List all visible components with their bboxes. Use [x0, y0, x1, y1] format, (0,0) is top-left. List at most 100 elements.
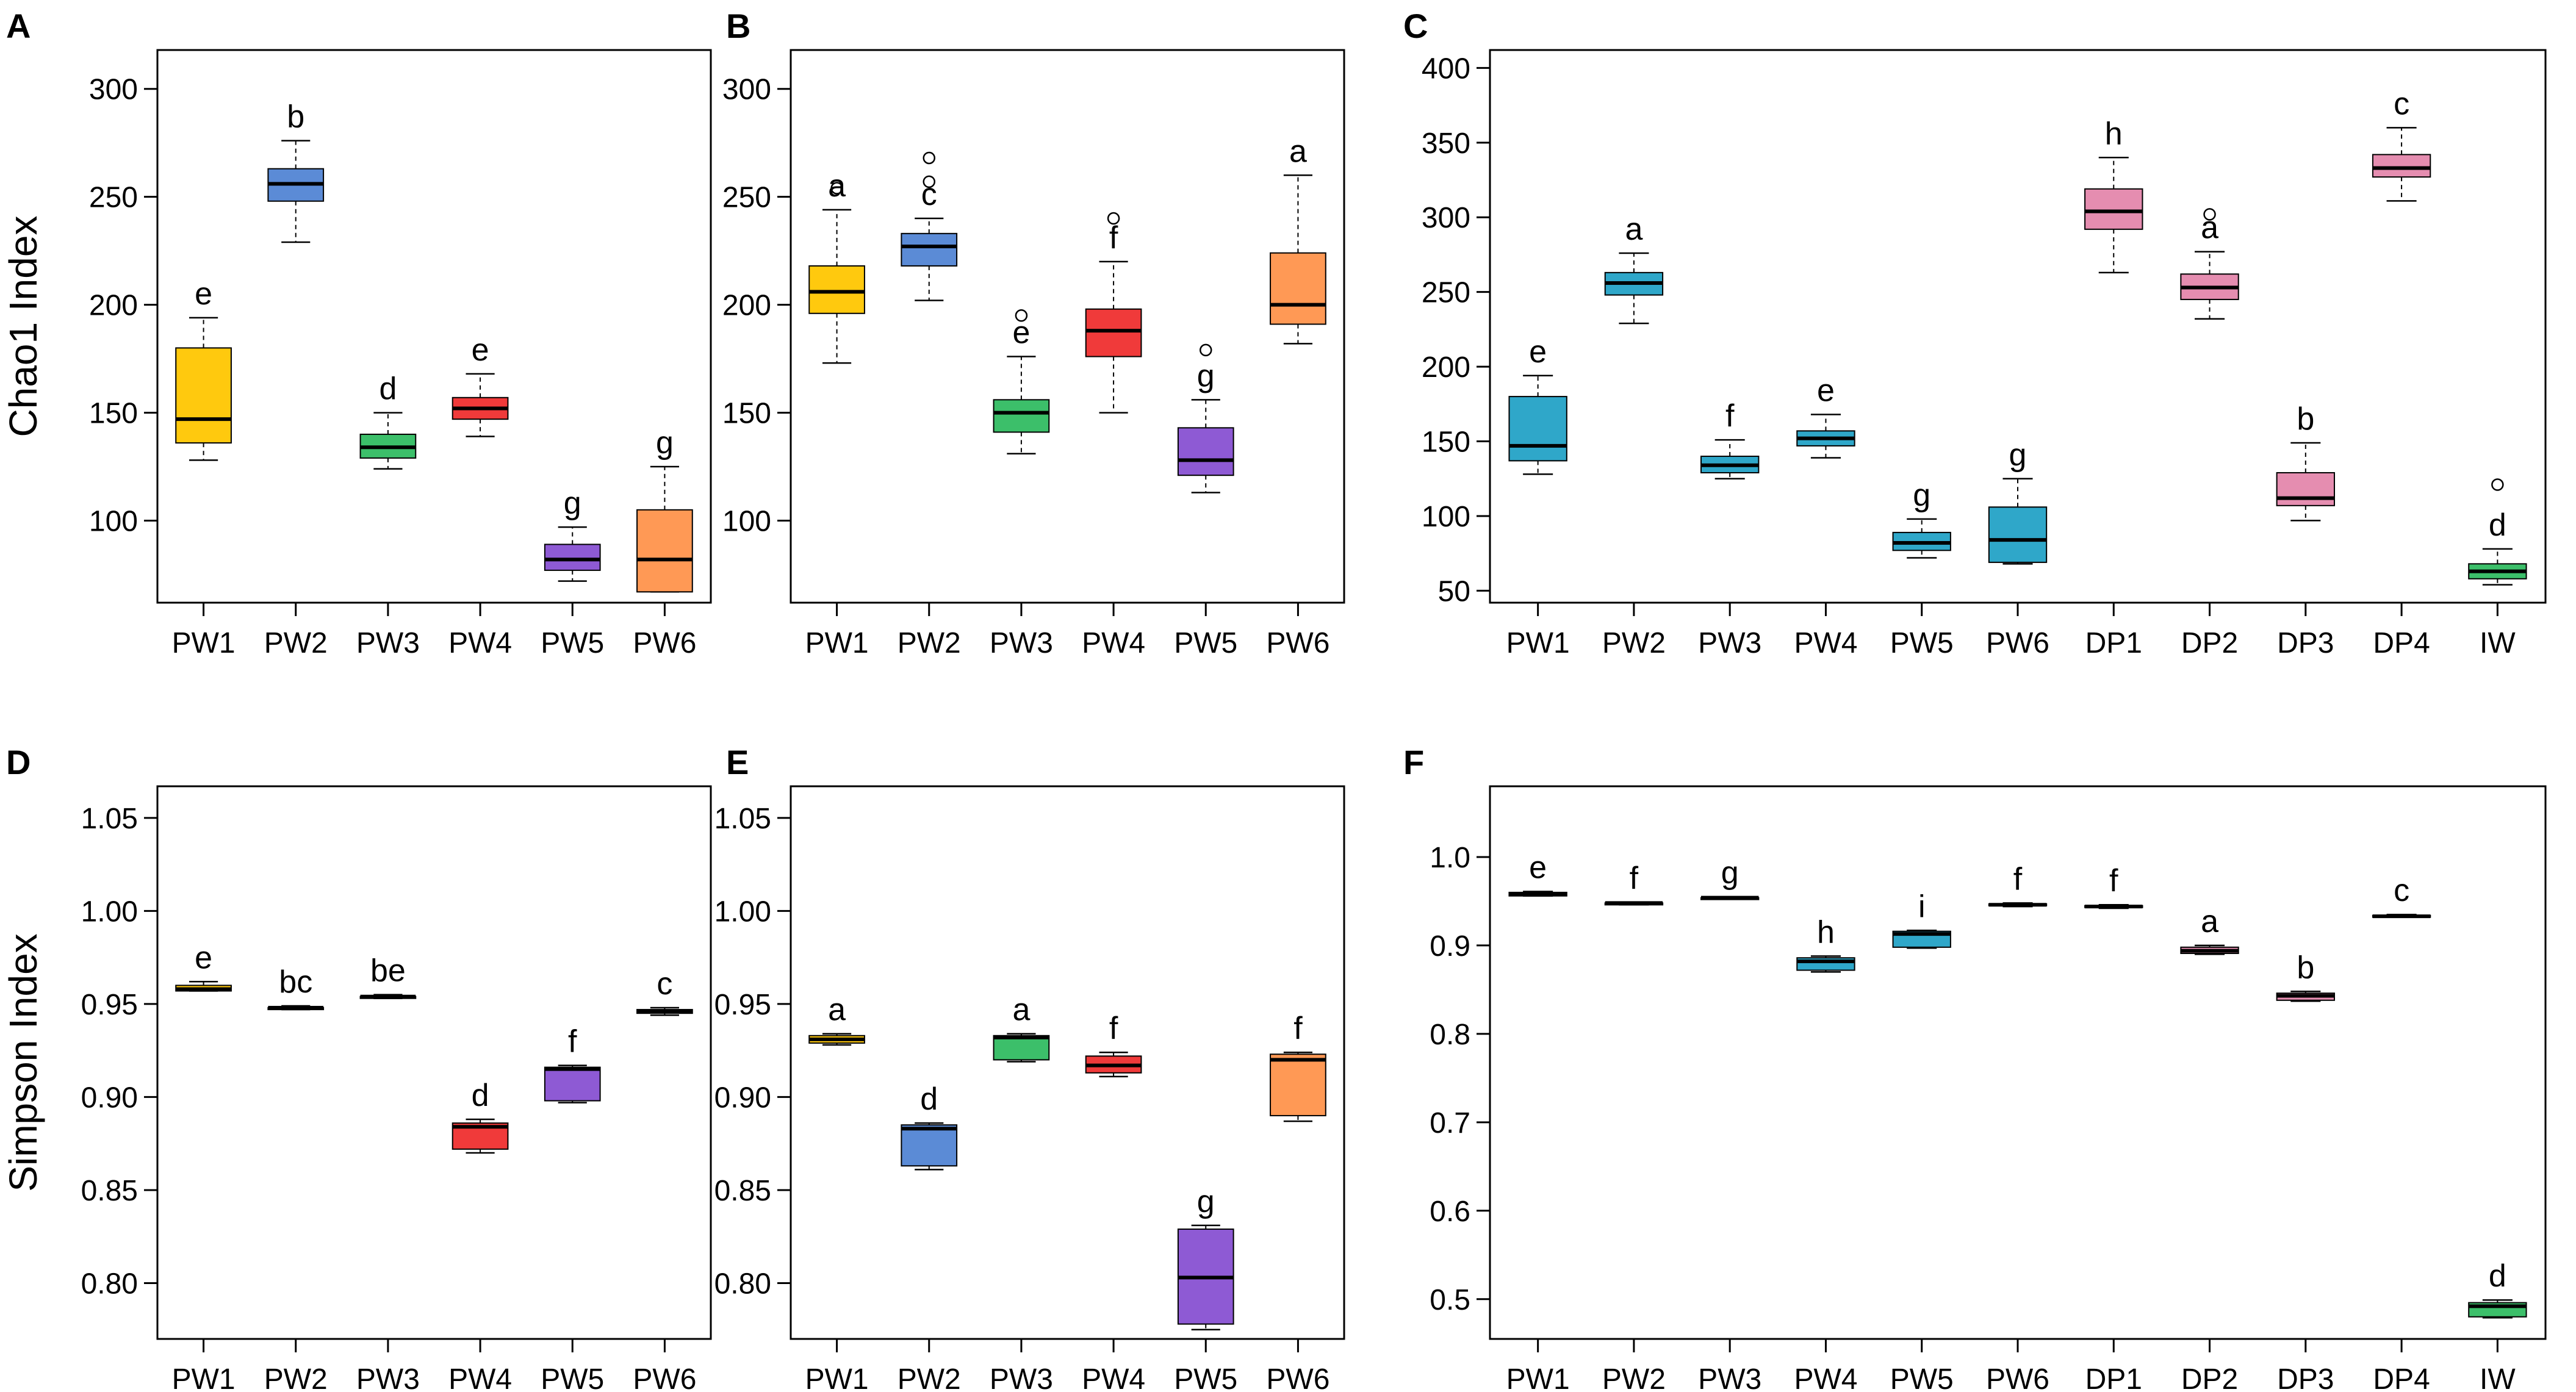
panel-c-y-tick-label: 150	[1422, 426, 1470, 459]
panel-f: F 0.5 0.6 0.7 0.8 0.9 1.0 PW1 e PW2 f PW3 g PW4 h PW5 i P…	[1403, 743, 2547, 1392]
panel-c-significance-letter-pw1: e	[1529, 334, 1547, 370]
panel-b-x-tick-label-pw5: PW5	[1174, 627, 1237, 659]
panel-d-significance-letter-pw4: d	[472, 1078, 489, 1113]
panel-e-y-tick-label: 1.05	[714, 803, 771, 835]
panel-b-outlier-pw2	[923, 151, 935, 165]
panel-e-box-pw2	[901, 1124, 958, 1167]
panel-c-y-tick-label: 300	[1422, 202, 1470, 234]
panel-c-y-tick-label: 50	[1438, 575, 1470, 608]
panel-a-y-axis-title: Chao1 Index	[1, 216, 45, 437]
panel-d-significance-letter-pw6: c	[657, 966, 672, 1002]
panel-b-outlier-pw5	[1200, 343, 1212, 357]
panel-b-significance-letter-pw5: g	[1197, 358, 1215, 393]
panel-c-outlier-iw	[2491, 478, 2504, 491]
panel-e-box-pw6	[1270, 1053, 1326, 1116]
panel-c-x-tick-label-iw: IW	[2480, 627, 2516, 659]
panel-e-box-pw3	[993, 1035, 1050, 1061]
panel-b-significance-letter-pw3: e	[1012, 315, 1030, 351]
panel-e-significance-letter-pw2: d	[920, 1082, 938, 1117]
panel-b-significance-letter-pw4: f	[1109, 220, 1118, 256]
panel-f-x-tick-label-pw6: PW6	[1986, 1363, 2049, 1392]
panel-c-box-dp3	[2276, 472, 2336, 506]
panel-c-x-tick-label-pw3: PW3	[1698, 627, 1761, 659]
panel-a-x-tick-label-pw6: PW6	[633, 627, 696, 659]
panel-a-significance-letter-pw1: e	[195, 276, 212, 312]
panel-a-y-tick-label: 200	[89, 290, 138, 322]
panel-f-y-tick-label: 1.0	[1430, 842, 1470, 874]
panel-d-y-tick-label: 1.05	[81, 803, 138, 835]
panel-b-y-tick-label: 100	[722, 506, 771, 538]
panel-c-box-pw6	[1988, 506, 2048, 563]
panel-f-x-tick-label-dp2: DP2	[2181, 1363, 2238, 1392]
panel-c-x-tick-label-pw6: PW6	[1986, 627, 2049, 659]
panel-a-box-pw5	[544, 544, 601, 571]
panel-b-outlier-pw2	[923, 175, 935, 188]
panel-e-y-tick-label: 0.85	[714, 1175, 771, 1207]
panel-f-significance-letter-dp3: b	[2297, 950, 2314, 985]
panel-c-x-tick-label-pw5: PW5	[1890, 627, 1954, 659]
panel-b-x-tick-label-pw6: PW6	[1266, 627, 1329, 659]
panel-a-plot-frame	[156, 49, 712, 604]
panel-c-significance-letter-pw4: e	[1817, 373, 1835, 408]
panel-a-y-tick-label: 100	[89, 506, 138, 538]
panel-e-significance-letter-pw4: f	[1109, 1011, 1118, 1046]
panel-b-x-tick-label-pw2: PW2	[898, 627, 961, 659]
panel-a-y-tick-label: 250	[89, 182, 138, 214]
panel-e-x-tick-label-pw4: PW4	[1082, 1363, 1145, 1392]
panel-e-x-tick-label-pw1: PW1	[805, 1363, 869, 1392]
panel-c-significance-letter-pw2: a	[1625, 212, 1642, 247]
panel-a-significance-letter-pw6: g	[656, 425, 674, 461]
panel-f-y-tick-label: 0.6	[1430, 1196, 1470, 1228]
panel-f-significance-letter-pw5: i	[1918, 889, 1926, 924]
panel-b-x-tick-label-pw4: PW4	[1082, 627, 1145, 659]
panel-e-plot-frame	[790, 785, 1345, 1340]
panel-d-significance-letter-pw5: f	[568, 1024, 577, 1060]
panel-e: E 0.80 0.85 0.90 0.95 1.00 1.05 PW1 a PW2 d PW3 a PW4…	[714, 743, 1345, 1392]
panel-e-y-tick-label: 1.00	[714, 895, 771, 928]
panel-e-x-tick-label-pw2: PW2	[898, 1363, 961, 1392]
panel-d-x-tick-label-pw6: PW6	[633, 1363, 696, 1392]
panel-d-y-tick-label: 0.85	[81, 1175, 138, 1207]
panel-b-y-tick-label: 150	[722, 398, 771, 430]
panel-b-significance-letter-pw1: a	[828, 168, 846, 204]
panel-b-x-tick-label-pw1: PW1	[805, 627, 869, 659]
panel-c-x-tick-label-dp3: DP3	[2277, 627, 2334, 659]
panel-c-x-tick-label-dp4: DP4	[2373, 627, 2430, 659]
panel-a-y-tick-label: 150	[89, 398, 138, 430]
panel-c-significance-letter-pw6: g	[2009, 437, 2027, 473]
panel-f-significance-letter-dp2: a	[2201, 904, 2218, 939]
panel-f-significance-letter-pw3: g	[1721, 855, 1739, 891]
panel-e-y-tick-label: 0.90	[714, 1082, 771, 1114]
panel-a-box-pw6	[636, 509, 693, 593]
panel-a-significance-letter-pw4: e	[472, 332, 489, 368]
panel-b-label: B	[726, 7, 750, 45]
panel-e-x-tick-label-pw5: PW5	[1174, 1363, 1237, 1392]
panel-c-y-tick-label: 400	[1422, 52, 1470, 85]
panel-f-x-tick-label-pw1: PW1	[1506, 1363, 1570, 1392]
panel-d-label: D	[6, 743, 31, 781]
panel-f-x-tick-label-iw: IW	[2480, 1363, 2516, 1392]
panel-c-significance-letter-dp1: h	[2105, 116, 2123, 151]
panel-e-x-tick-label-pw3: PW3	[990, 1363, 1053, 1392]
panel-e-significance-letter-pw5: g	[1197, 1184, 1215, 1219]
panel-f-significance-letter-iw: d	[2489, 1258, 2506, 1294]
panel-f-y-tick-label: 0.8	[1430, 1019, 1470, 1051]
panel-d-box-pw5	[544, 1066, 601, 1102]
panel-b-significance-letter-pw2: c	[921, 177, 937, 212]
panel-c-y-tick-label: 100	[1422, 501, 1470, 533]
panel-b-significance-letter-pw6: a	[1289, 134, 1307, 169]
panel-b-box-pw6	[1270, 252, 1326, 325]
panel-a: A Chao1 Index 100 150 200 250 300 PW1 e PW2 b PW3 d P…	[1, 7, 712, 659]
panel-a-x-tick-label-pw1: PW1	[172, 627, 236, 659]
panel-d-significance-letter-pw1: e	[195, 940, 212, 975]
panel-d-x-tick-label-pw3: PW3	[356, 1363, 420, 1392]
panel-f-significance-letter-pw1: e	[1529, 850, 1547, 886]
panel-a-label: A	[6, 7, 31, 45]
panel-a-significance-letter-pw3: d	[379, 371, 397, 407]
panel-b-box-pw2	[901, 232, 958, 267]
panel-d-x-tick-label-pw1: PW1	[172, 1363, 236, 1392]
panel-c-x-tick-label-pw2: PW2	[1602, 627, 1666, 659]
panel-d-x-tick-label-pw2: PW2	[264, 1363, 328, 1392]
panel-c-x-tick-label-pw1: PW1	[1506, 627, 1570, 659]
panel-a-significance-letter-pw2: b	[287, 99, 304, 135]
